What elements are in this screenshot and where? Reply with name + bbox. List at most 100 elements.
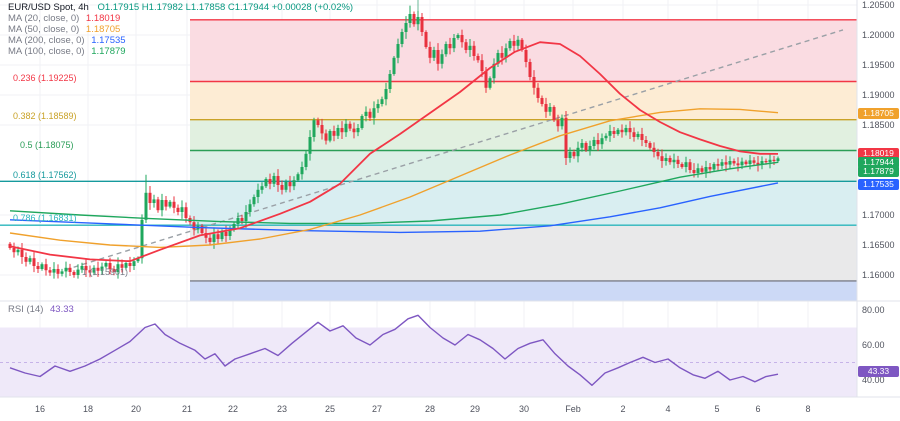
- time-axis-label[interactable]: 20: [130, 404, 142, 414]
- candle-body[interactable]: [656, 152, 660, 157]
- candle-body[interactable]: [296, 174, 300, 181]
- candle-body[interactable]: [260, 186, 264, 190]
- price-axis-label[interactable]: 1.17000: [862, 210, 895, 220]
- candle-body[interactable]: [248, 204, 252, 212]
- candle-body[interactable]: [696, 168, 700, 173]
- candle-body[interactable]: [384, 89, 388, 100]
- time-axis-label[interactable]: 25: [324, 404, 336, 414]
- candle-body[interactable]: [456, 35, 460, 38]
- candle-body[interactable]: [112, 269, 116, 272]
- candle-body[interactable]: [444, 44, 448, 55]
- candle-body[interactable]: [48, 270, 52, 273]
- ma20-legend-row[interactable]: MA (20, close, 0) 1.18019: [8, 13, 353, 24]
- time-axis-label[interactable]: 30: [518, 404, 530, 414]
- candle-body[interactable]: [124, 263, 128, 268]
- candle-body[interactable]: [96, 267, 100, 271]
- candle-body[interactable]: [700, 168, 704, 172]
- candle-body[interactable]: [388, 74, 392, 89]
- candle-body[interactable]: [424, 32, 428, 47]
- candle-body[interactable]: [404, 23, 408, 32]
- rsi-pane[interactable]: [0, 314, 857, 398]
- candle-body[interactable]: [624, 128, 628, 133]
- candle-body[interactable]: [52, 269, 56, 273]
- price-axis-label[interactable]: 1.20500: [862, 0, 895, 10]
- candle-body[interactable]: [568, 152, 572, 158]
- candle-body[interactable]: [36, 266, 40, 269]
- candle-body[interactable]: [160, 200, 164, 211]
- candle-body[interactable]: [228, 230, 232, 236]
- price-axis-label[interactable]: 1.16500: [862, 240, 895, 250]
- candle-body[interactable]: [100, 266, 104, 271]
- candle-body[interactable]: [264, 179, 268, 187]
- fibonacci-retracement[interactable]: [0, 19, 857, 301]
- candle-body[interactable]: [560, 117, 564, 127]
- time-axis-label[interactable]: 23: [276, 404, 288, 414]
- candle-body[interactable]: [308, 137, 312, 154]
- candle-body[interactable]: [408, 14, 412, 23]
- candle-body[interactable]: [428, 47, 432, 58]
- candle-body[interactable]: [344, 123, 348, 133]
- candle-body[interactable]: [548, 107, 552, 112]
- candle-body[interactable]: [324, 133, 328, 141]
- candle-body[interactable]: [736, 163, 740, 166]
- candle-body[interactable]: [528, 62, 532, 77]
- candle-body[interactable]: [396, 44, 400, 58]
- candle-body[interactable]: [552, 107, 556, 121]
- candle-body[interactable]: [28, 258, 32, 262]
- ma200-legend-row[interactable]: MA (200, close, 0) 1.17535: [8, 35, 353, 46]
- time-axis-label[interactable]: 5: [714, 404, 720, 414]
- rsi-axis-label[interactable]: 60.00: [862, 340, 885, 350]
- fib-level-label[interactable]: 0.786 (1.16831): [13, 213, 77, 223]
- candle-body[interactable]: [336, 128, 340, 136]
- fib-level-label[interactable]: 0.382 (1.18589): [13, 111, 77, 121]
- rsi-axis-label[interactable]: 80.00: [862, 305, 885, 315]
- candle-body[interactable]: [496, 53, 500, 64]
- candle-body[interactable]: [364, 111, 368, 116]
- candle-body[interactable]: [680, 164, 684, 167]
- candle-body[interactable]: [708, 167, 712, 170]
- candles-layer[interactable]: [8, 5, 780, 279]
- time-axis-label[interactable]: 16: [34, 404, 46, 414]
- candle-body[interactable]: [256, 189, 260, 197]
- candle-body[interactable]: [504, 48, 508, 58]
- candle-body[interactable]: [192, 222, 196, 230]
- candle-body[interactable]: [676, 159, 680, 164]
- time-axis-label[interactable]: 28: [424, 404, 436, 414]
- candle-body[interactable]: [716, 164, 720, 166]
- rsi-legend-row[interactable]: RSI (14) 43.33: [8, 304, 74, 315]
- candle-body[interactable]: [500, 53, 504, 58]
- moving-averages-layer[interactable]: [9, 41, 779, 263]
- fib-level-label[interactable]: 0.236 (1.19225): [13, 73, 77, 83]
- ma50-legend-row[interactable]: MA (50, close, 0) 1.18705: [8, 24, 353, 35]
- candle-body[interactable]: [692, 170, 696, 173]
- candle-body[interactable]: [176, 207, 180, 212]
- candle-body[interactable]: [564, 117, 568, 158]
- candle-body[interactable]: [776, 158, 780, 161]
- candle-body[interactable]: [320, 125, 324, 134]
- candle-body[interactable]: [556, 120, 560, 127]
- candle-body[interactable]: [76, 269, 80, 275]
- candle-body[interactable]: [460, 35, 464, 43]
- candle-body[interactable]: [220, 231, 224, 239]
- candle-body[interactable]: [532, 77, 536, 88]
- candle-body[interactable]: [636, 134, 640, 137]
- candle-body[interactable]: [488, 78, 492, 88]
- candle-body[interactable]: [144, 192, 148, 220]
- candle-body[interactable]: [580, 143, 584, 148]
- candle-body[interactable]: [72, 272, 76, 275]
- candle-body[interactable]: [688, 162, 692, 170]
- candle-body[interactable]: [732, 161, 736, 164]
- candle-body[interactable]: [352, 128, 356, 133]
- candle-body[interactable]: [152, 199, 156, 203]
- candle-body[interactable]: [584, 143, 588, 151]
- candle-body[interactable]: [644, 140, 648, 143]
- candle-body[interactable]: [540, 98, 544, 104]
- candle-body[interactable]: [328, 131, 332, 141]
- candle-body[interactable]: [216, 234, 220, 239]
- time-axis-label[interactable]: 29: [469, 404, 481, 414]
- candle-body[interactable]: [368, 111, 372, 118]
- candle-body[interactable]: [224, 231, 228, 236]
- candle-body[interactable]: [760, 161, 764, 165]
- candle-body[interactable]: [572, 152, 576, 157]
